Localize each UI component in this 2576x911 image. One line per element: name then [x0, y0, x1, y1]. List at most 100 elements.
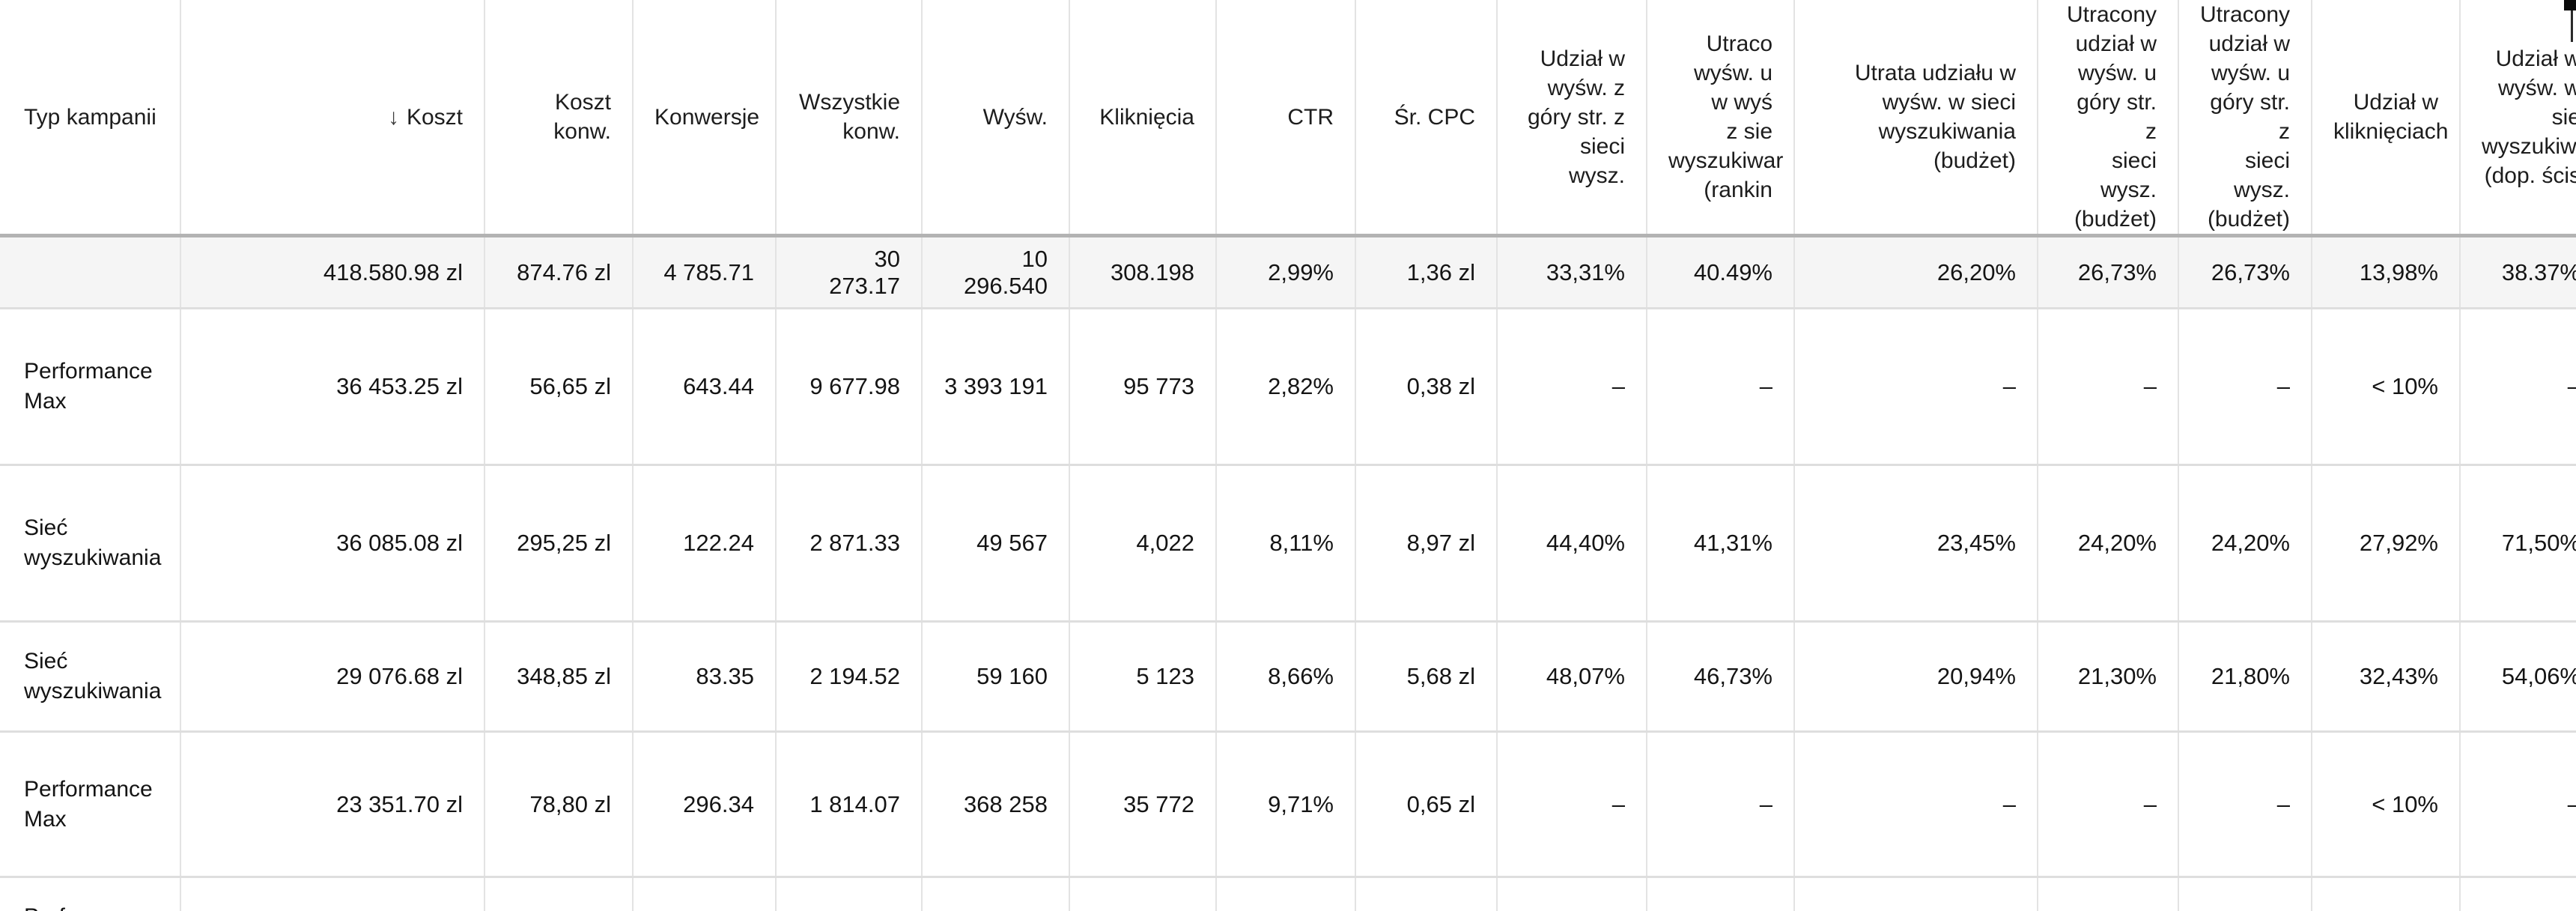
- column-label: Konwersje: [654, 104, 760, 130]
- column-header-udzial-wysw-gory-sieci-wysz[interactable]: Udział w wyśw. z góry str. z sieci wysz.: [1496, 0, 1647, 237]
- column-header-wszystkie-konw[interactable]: Wszystkie konw.: [775, 0, 922, 237]
- column-label: wyśw. u: [2077, 61, 2157, 85]
- cell-value: 32,43%: [2359, 663, 2438, 689]
- metric-cell: 9,71%: [1215, 731, 1355, 877]
- cell-value: 38.37%: [2501, 258, 2576, 285]
- metric-cell: 9 677.98: [775, 308, 922, 465]
- metric-cell: 348,85 zl: [484, 621, 633, 732]
- column-label: konw.: [842, 119, 900, 144]
- cell-value: –: [2143, 373, 2157, 399]
- column-label: Wszystkie: [799, 90, 900, 115]
- metric-cell: –: [2178, 877, 2312, 911]
- column-label: wyśw. u: [2211, 61, 2290, 85]
- cell-value: 27,92%: [2359, 530, 2438, 556]
- column-header-konwersje[interactable]: Konwersje: [632, 0, 776, 237]
- column-label: wyszukiwa: [2482, 133, 2576, 159]
- metric-cell: 296.34: [632, 731, 776, 877]
- cell-value: –: [2002, 373, 2016, 399]
- metric-cell: 2,82%: [1215, 308, 1355, 465]
- cell-value: 13,98%: [2359, 258, 2438, 285]
- column-label: Koszt: [406, 104, 463, 130]
- column-label: Udział w: [2353, 90, 2438, 115]
- metric-cell: 71,50%: [2459, 464, 2576, 622]
- cell-value: 78,80 zl: [529, 790, 611, 817]
- cell-value: 418.580.98 zl: [323, 258, 463, 285]
- metric-cell: 21,30%: [2037, 621, 2178, 732]
- metric-cell: < 10%: [2311, 731, 2460, 877]
- column-label: wyszukiwania: [1878, 119, 2016, 144]
- cell-value: 308.198: [1110, 258, 1194, 285]
- cell-value: 0,38 zl: [1406, 373, 1475, 399]
- metric-cell: 1,36 zl: [1355, 235, 1497, 309]
- cell-value: Sieć wyszukiwania: [24, 649, 162, 703]
- column-label: Utracony: [2066, 2, 2157, 27]
- cell-value: 2 194.52: [809, 663, 900, 689]
- metric-cell: 25 279: [1069, 877, 1216, 911]
- metric-cell: 153.38: [632, 877, 776, 911]
- column-label: sieci wysz.: [2100, 148, 2157, 202]
- cell-value: 9 677.98: [809, 373, 900, 399]
- campaign-type-cell: Sieć wyszukiwania: [0, 465, 180, 622]
- column-header-typ-kampanii[interactable]: Typ kampanii: [0, 0, 180, 237]
- metric-cell: 4,022: [1069, 464, 1216, 622]
- column-header-utracony-udzial-gory-budzet-1[interactable]: Utracony udział w wyśw. u góry str. z sieci …: [2037, 0, 2178, 237]
- column-label: wyśw. u: [1693, 61, 1772, 85]
- cell-value: –: [1759, 790, 1772, 817]
- metric-cell: 368 258: [921, 731, 1069, 877]
- metric-cell: 14 670.84 zl: [180, 877, 484, 911]
- metric-cell: 95 773: [1069, 308, 1216, 465]
- table-row: Performance Max 14 670.84 zl95,66 zl153.3…: [0, 877, 2576, 911]
- cell-value: 2 871.33: [809, 530, 900, 556]
- metric-cell: 643.44: [632, 308, 776, 465]
- column-header-wysw[interactable]: Wyśw.: [921, 0, 1069, 237]
- metric-cell: 8,66%: [1215, 621, 1355, 732]
- column-header-ctr[interactable]: CTR: [1215, 0, 1355, 237]
- cell-value: < 10%: [2372, 373, 2438, 399]
- cell-value: –: [2276, 373, 2290, 399]
- column-header-utrata-udzialu-wysw-budzet[interactable]: Utrata udziału w wyśw. w sieci wyszukiwani…: [1793, 0, 2038, 237]
- cell-value: –: [1759, 373, 1772, 399]
- column-label: Udział w: [1540, 46, 1625, 71]
- column-header-koszt[interactable]: ↓ Koszt: [180, 0, 484, 237]
- column-header-utracony-udzial-gory-budzet-2[interactable]: Utracony udział w wyśw. u góry str. z sieci …: [2178, 0, 2312, 237]
- metric-cell: –: [2178, 308, 2312, 465]
- cell-value: 8,11%: [1269, 530, 1334, 556]
- cell-value: 643.44: [683, 373, 754, 399]
- metric-cell: 44,40%: [1496, 464, 1647, 622]
- table-row: Performance Max 23 351.70 zl 78,80 zl 296.3…: [0, 731, 2576, 877]
- cell-value: 36 085.08 zl: [336, 530, 463, 556]
- column-header-utracony-udzial-wysw-ranking[interactable]: Utraco wyśw. u w wyś z sie wyszukiwar (rankin: [1646, 0, 1794, 237]
- column-label: z sie: [1726, 119, 1772, 144]
- cell-value: 348,85 zl: [517, 663, 611, 689]
- column-header-sr-cpc[interactable]: Śr. CPC: [1355, 0, 1497, 237]
- summary-row: 418.580.98 zl 874.76 zl 4 785.71 30 273.17 1…: [0, 235, 2576, 309]
- column-header-klikniecia[interactable]: Kliknięcia: [1069, 0, 1216, 237]
- metric-cell: –: [1793, 877, 2038, 911]
- column-label: konw.: [553, 119, 611, 144]
- cell-value: –: [2568, 791, 2576, 817]
- table-row: Sieć wyszukiwania 36 085.08 zl 295,25 zl 12…: [0, 464, 2576, 622]
- column-header-udzial-w-kliknieciach[interactable]: Udział w kliknięciach: [2311, 0, 2460, 237]
- column-label: w wyś: [1711, 90, 1772, 115]
- column-label: (budżet): [2207, 207, 2290, 231]
- cell-value: 41,31%: [1693, 530, 1772, 556]
- cell-value: –: [2568, 373, 2576, 399]
- metric-cell: 1 814.07: [775, 731, 922, 877]
- metric-cell: 24,20%: [2037, 464, 2178, 622]
- column-label: sieci wysz.: [2234, 148, 2290, 202]
- cell-value: 2,82%: [1268, 373, 1334, 399]
- column-label: góry str. z: [2210, 90, 2290, 144]
- table-row: Performance Max 36 453.25 zl 56,65 zl 643.4…: [0, 308, 2576, 465]
- cell-value: 49 567: [976, 530, 1048, 556]
- cell-value: 24,20%: [2211, 530, 2290, 556]
- metric-cell: 30 273.17: [775, 235, 922, 309]
- metric-cell: 8,11%: [1215, 464, 1355, 622]
- cell-value: 5,68 zl: [1406, 663, 1475, 689]
- metric-cell: 4 785.71: [632, 235, 776, 309]
- column-header-koszt-konw[interactable]: Koszt konw.: [484, 0, 633, 237]
- column-header-udzial-wysw-dop-scisle[interactable]: Udział w wyśw. w sie wyszukiwa (dop. ścis: [2459, 0, 2576, 237]
- cell-value: –: [1611, 790, 1625, 817]
- cell-value: 1 814.07: [809, 790, 900, 817]
